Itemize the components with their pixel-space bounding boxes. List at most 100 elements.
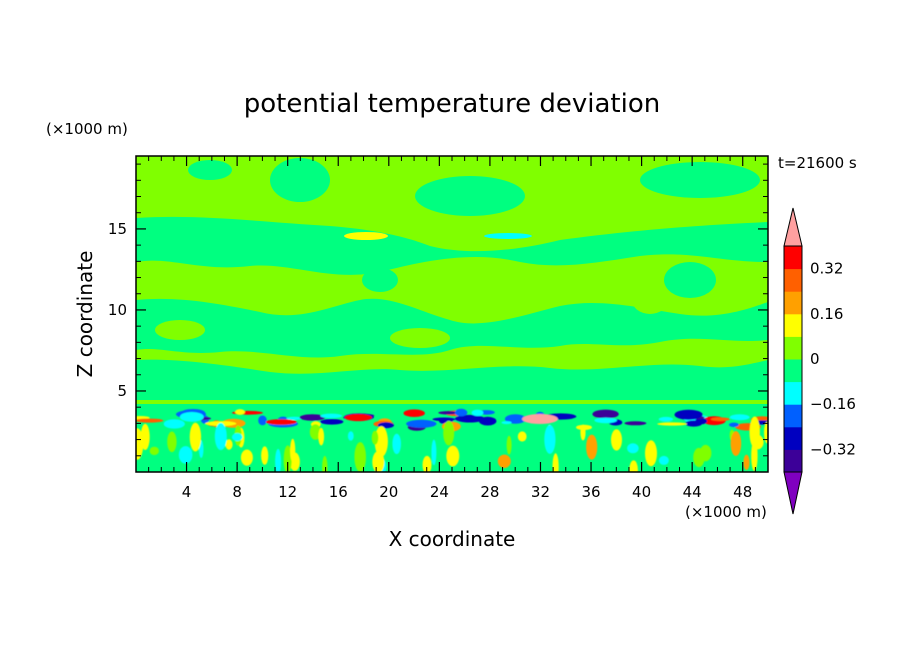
y-axis-title: Z coordinate bbox=[73, 251, 97, 378]
upper-light-e bbox=[155, 320, 205, 340]
upper-band-1 bbox=[136, 216, 768, 275]
y-tick-label: 15 bbox=[108, 220, 127, 238]
turbulence-plume bbox=[371, 430, 379, 445]
upper-light-b bbox=[456, 274, 544, 302]
turbulence-plume bbox=[611, 429, 622, 451]
turbulence-plume bbox=[347, 431, 354, 441]
upper-light-patches bbox=[155, 270, 668, 348]
turbulence-plume bbox=[699, 444, 712, 462]
turbulence-cell bbox=[592, 409, 619, 419]
turbulence-cell bbox=[729, 414, 750, 421]
x-tick-label: 40 bbox=[632, 483, 651, 501]
turbulence-plume bbox=[392, 433, 402, 455]
turbulence-cell bbox=[504, 414, 526, 424]
y-axis-ticks: 5 10 15 bbox=[108, 163, 768, 457]
upper-patch-c bbox=[640, 162, 760, 198]
colorbar-label: 0 bbox=[810, 350, 820, 368]
upper-field-patches bbox=[136, 158, 768, 400]
turbulence-cell bbox=[501, 421, 512, 425]
upper-patch-f bbox=[188, 160, 232, 180]
turbulence-plume bbox=[178, 446, 193, 464]
turbulence-plume bbox=[764, 421, 768, 444]
colorbar-label: −0.16 bbox=[810, 395, 856, 413]
turbulence-cell bbox=[136, 418, 164, 423]
turbulence-plume bbox=[167, 431, 177, 453]
turbulence-cell bbox=[179, 412, 204, 422]
turbulence-plume bbox=[275, 448, 282, 472]
colorbar-label: −0.32 bbox=[810, 440, 856, 458]
turbulence-cell bbox=[454, 408, 468, 417]
turbulence-cell bbox=[658, 416, 674, 422]
y-unit-label: (×1000 m) bbox=[46, 120, 128, 138]
turbulence-plume bbox=[318, 427, 325, 446]
x-axis-ticks: 4 8 12 16 20 24 28 32 36 40 44 48 bbox=[148, 156, 756, 501]
colorbar-upper-extend bbox=[783, 207, 803, 247]
turbulence-plume bbox=[214, 422, 227, 451]
turbulence-cell bbox=[265, 419, 297, 425]
turbulence-plume bbox=[443, 420, 455, 446]
turbulence-plume bbox=[309, 424, 321, 440]
colorbar-segment bbox=[784, 268, 802, 292]
turbulence-cell bbox=[299, 414, 326, 421]
turbulence-cell bbox=[432, 417, 456, 422]
x-tick-label: 44 bbox=[683, 483, 702, 501]
upper-patch-e bbox=[664, 262, 716, 298]
turbulence-plume bbox=[283, 445, 292, 472]
turbulence-cell bbox=[455, 414, 485, 423]
turbulence-plume bbox=[751, 434, 764, 450]
colorbar-label: 0.16 bbox=[810, 305, 843, 323]
x-unit-label: (×1000 m) bbox=[685, 503, 767, 521]
turbulence-cell bbox=[471, 409, 484, 416]
turbulence-plume bbox=[322, 455, 328, 472]
colorbar-segment bbox=[784, 426, 802, 450]
upper-patch-g bbox=[362, 268, 398, 292]
x-tick-label: 32 bbox=[531, 483, 550, 501]
upper-light-c bbox=[632, 286, 668, 314]
turbulence-cell bbox=[728, 422, 739, 427]
turbulence-plume bbox=[189, 422, 202, 452]
turbulence-plume bbox=[354, 442, 367, 472]
lower-turbulence-cells bbox=[136, 408, 768, 472]
x-tick-label: 4 bbox=[182, 483, 192, 501]
turbulence-cell bbox=[479, 416, 497, 426]
turbulence-plume bbox=[552, 453, 559, 472]
upper-patch-a bbox=[270, 158, 330, 202]
turbulence-cell bbox=[320, 419, 344, 425]
colorbar: 0.32 0.16 0 −0.16 −0.32 bbox=[783, 207, 856, 515]
turbulence-plume bbox=[544, 424, 556, 454]
turbulence-cell bbox=[344, 413, 373, 422]
colorbar-segment bbox=[784, 381, 802, 405]
colorbar-segment bbox=[784, 359, 802, 383]
turbulence-cell bbox=[258, 415, 267, 426]
turbulence-plume bbox=[149, 446, 159, 456]
colorbar-frame bbox=[783, 245, 803, 473]
turbulence-plume bbox=[743, 454, 750, 470]
colorbar-segment bbox=[784, 246, 802, 270]
turbulence-plume bbox=[446, 445, 460, 467]
x-tick-label: 16 bbox=[329, 483, 348, 501]
turbulence-cell bbox=[624, 421, 647, 426]
turbulence-peak bbox=[522, 414, 558, 424]
colorbar-lower-extend bbox=[783, 471, 803, 515]
upper-light-d bbox=[390, 328, 450, 348]
x-tick-label: 28 bbox=[480, 483, 499, 501]
colorbar-segment bbox=[784, 313, 802, 337]
turbulence-cell bbox=[674, 409, 703, 420]
x-tick-label: 20 bbox=[379, 483, 398, 501]
colorbar-label: 0.32 bbox=[810, 260, 843, 278]
upper-band-3 bbox=[136, 359, 768, 400]
x-tick-label: 12 bbox=[278, 483, 297, 501]
turbulence-plume bbox=[374, 426, 388, 457]
turbulence-plume bbox=[136, 428, 144, 460]
turbulence-plume bbox=[261, 446, 269, 465]
turbulence-plume bbox=[629, 460, 638, 472]
turbulence-plume bbox=[240, 449, 253, 466]
turbulence-plume bbox=[497, 454, 511, 468]
turbulence-plume bbox=[231, 433, 243, 442]
turbulence-plume bbox=[290, 438, 296, 462]
cyan-patch-z15 bbox=[484, 233, 532, 239]
turbulence-cell bbox=[403, 409, 425, 418]
turbulence-cell bbox=[711, 417, 730, 422]
x-axis-title: X coordinate bbox=[389, 527, 516, 551]
